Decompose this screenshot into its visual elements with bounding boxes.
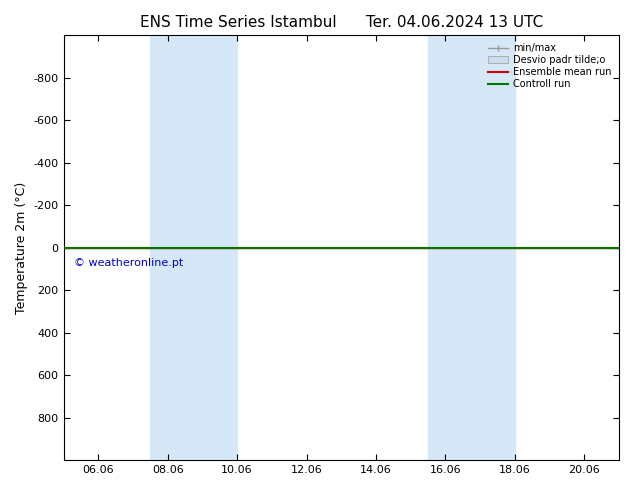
Text: © weatheronline.pt: © weatheronline.pt (74, 258, 183, 269)
Title: ENS Time Series Istambul      Ter. 04.06.2024 13 UTC: ENS Time Series Istambul Ter. 04.06.2024… (139, 15, 543, 30)
Legend: min/max, Desvio padr tilde;o, Ensemble mean run, Controll run: min/max, Desvio padr tilde;o, Ensemble m… (486, 40, 614, 92)
Bar (185, 35, 237, 460)
Bar (463, 35, 515, 460)
Bar (428, 35, 463, 460)
Bar (150, 35, 185, 460)
Y-axis label: Temperature 2m (°C): Temperature 2m (°C) (15, 182, 28, 314)
